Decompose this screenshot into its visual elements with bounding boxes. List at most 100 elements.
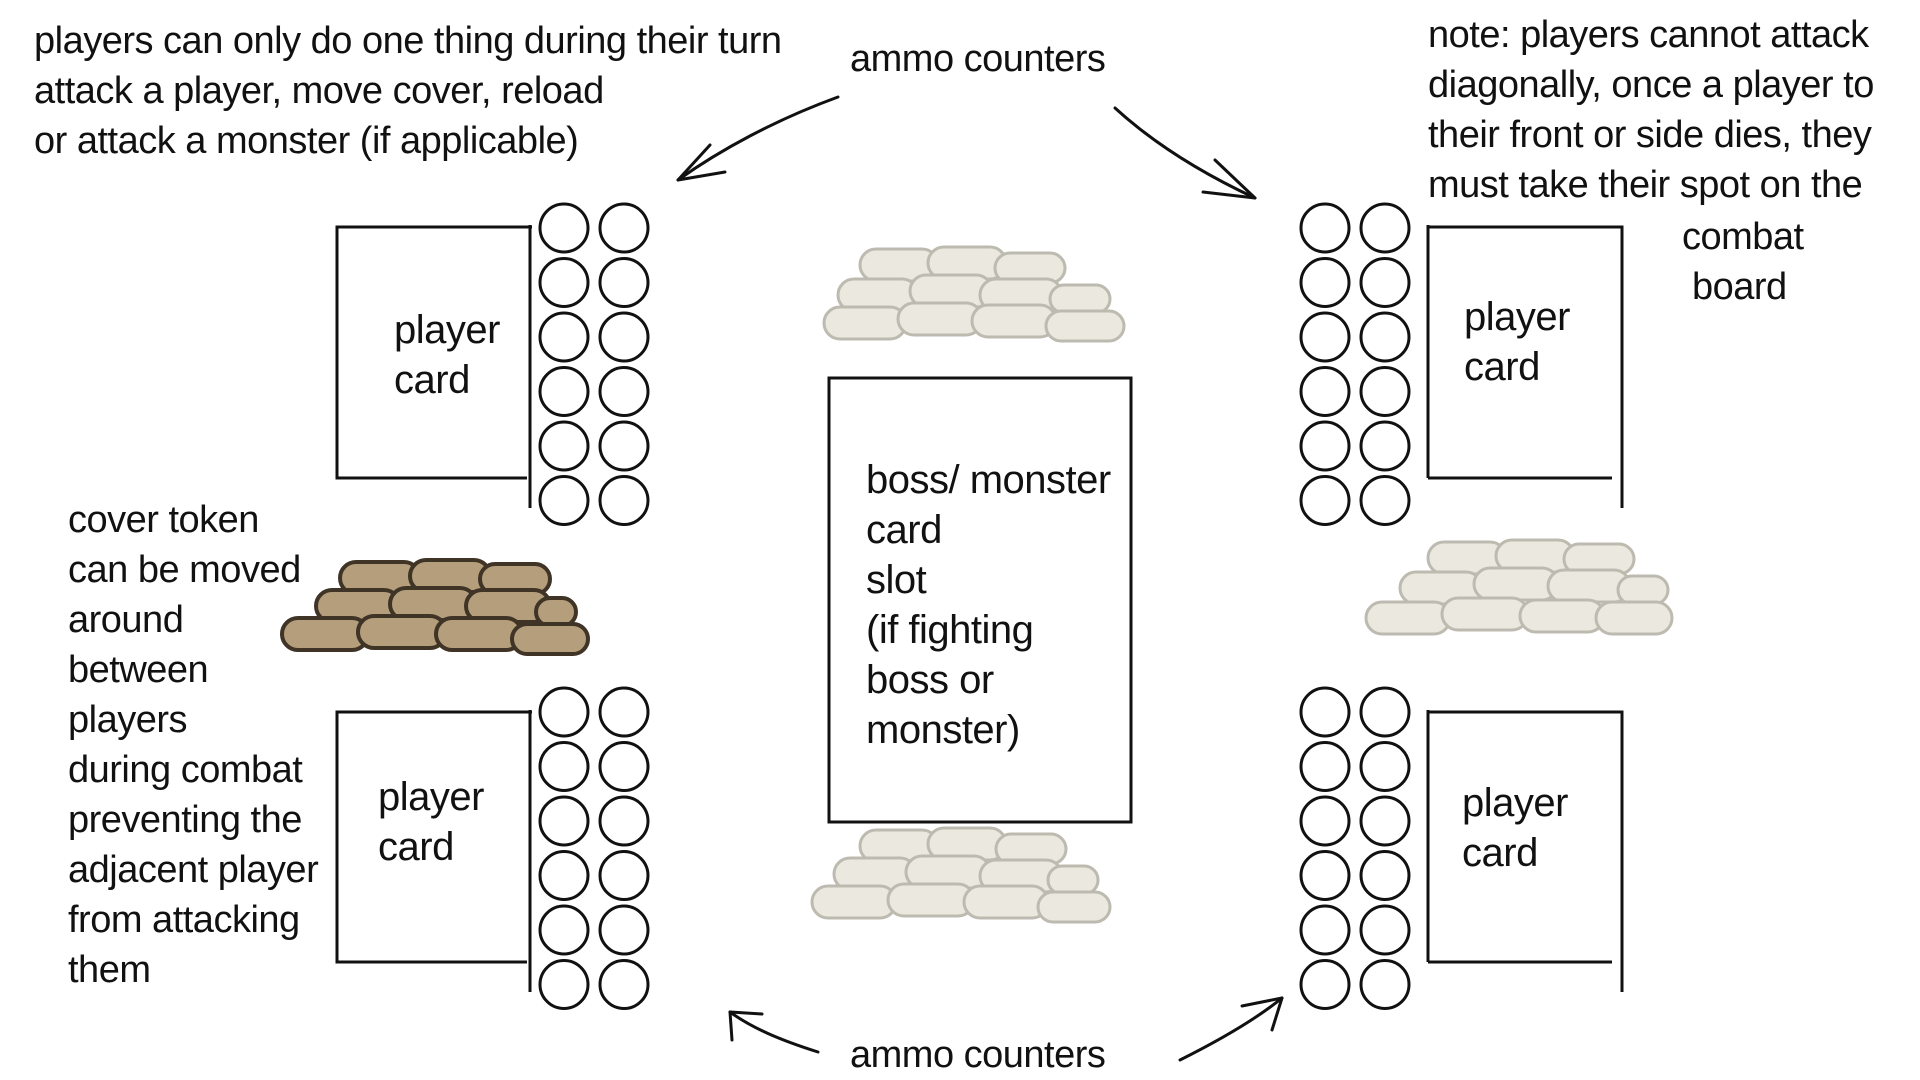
note-text-tail: combat board [1682, 212, 1804, 312]
note-line: board [1692, 266, 1787, 308]
ammo-counter-circle [538, 850, 590, 901]
ammo-counter-circle [1359, 311, 1411, 363]
card-label-line: player [378, 775, 484, 819]
ammo-counters-label-top: ammo counters [850, 38, 1106, 80]
ammo-counter-circle [1359, 366, 1411, 417]
boss-label-line: slot [866, 558, 927, 602]
card-label-line: card [1462, 831, 1538, 875]
arrow-icon-bottom-left [728, 1010, 820, 1054]
cover-line: during combat [68, 749, 303, 791]
ammo-counter-circle [1359, 959, 1411, 1010]
card-label-line: card [378, 825, 454, 869]
cover-line: cover token [68, 499, 259, 541]
ammo-counters-bottom-left [538, 686, 650, 1010]
ammo-counter-circle [1299, 420, 1351, 472]
note-line: note: players cannot attack [1428, 14, 1869, 56]
note-line: diagonally, once a player to [1428, 64, 1874, 106]
ammo-counter-circle [1359, 420, 1411, 472]
ammo-counter-circle [538, 202, 590, 254]
card-label-line: card [1464, 345, 1540, 389]
boss-label-line: monster) [866, 708, 1020, 752]
rules-text: players can only do one thing during the… [34, 16, 782, 166]
boss-label-line: boss/ monster [866, 458, 1111, 502]
player-card-top-right-label: player card [1464, 292, 1570, 392]
player-card-frame-top-left [335, 225, 532, 508]
sandbag-cover-icon-top-center [822, 245, 1126, 343]
arrow-icon-top-left [676, 95, 840, 182]
ammo-counter-circle [598, 686, 650, 738]
note-line: combat [1682, 216, 1804, 258]
boss-card-slot-frame [827, 376, 1133, 824]
ammo-counter-circle [598, 959, 650, 1010]
card-label-line: player [1464, 295, 1570, 339]
ammo-counter-circle [1299, 366, 1351, 417]
ammo-counters-top-left [538, 202, 650, 526]
cover-line: between [68, 649, 209, 691]
cover-token-text: cover token can be moved around between … [68, 495, 319, 995]
card-label-line: card [394, 358, 470, 402]
cover-line: from attacking [68, 899, 300, 941]
ammo-counter-circle [598, 850, 650, 901]
ammo-counter-circle [1359, 475, 1411, 526]
ammo-counters-top-right [1299, 202, 1411, 526]
ammo-counter-circle [1299, 475, 1351, 526]
player-card-bottom-right-label: player card [1462, 778, 1568, 878]
ammo-counter-circle [1299, 257, 1351, 308]
ammo-counter-circle [538, 475, 590, 526]
ammo-counter-circle [598, 904, 650, 956]
ammo-counter-circle [1299, 202, 1351, 254]
ammo-counter-circle [538, 420, 590, 472]
ammo-counter-circle [598, 366, 650, 417]
ammo-counter-circle [598, 741, 650, 792]
ammo-counter-circle [1299, 959, 1351, 1010]
card-label-line: player [394, 308, 500, 352]
ammo-counter-circle [1299, 850, 1351, 901]
ammo-counter-circle [1359, 257, 1411, 308]
player-card-top-left-label: player card [394, 305, 500, 405]
boss-label-line: (if fighting [866, 608, 1034, 652]
player-card-frame-bottom-left [335, 710, 532, 992]
rules-line: attack a player, move cover, reload [34, 70, 604, 112]
ammo-counter-circle [598, 420, 650, 472]
ammo-counter-circle [538, 795, 590, 847]
boss-card-slot-label: boss/ monster card slot (if fighting bos… [866, 455, 1111, 755]
ammo-counter-circle [1359, 202, 1411, 254]
cover-line: preventing the [68, 799, 302, 841]
ammo-counter-circle [538, 686, 590, 738]
ammo-counters-label-bottom: ammo counters [850, 1034, 1106, 1076]
ammo-counter-circle [538, 741, 590, 792]
ammo-counter-circle [1299, 795, 1351, 847]
sandbag-cover-icon-bottom-center [810, 826, 1112, 924]
cover-line: adjacent player [68, 849, 319, 891]
cover-line: can be moved [68, 549, 301, 591]
player-card-frame-top-right [1426, 225, 1624, 508]
note-line: their front or side dies, they [1428, 114, 1872, 156]
ammo-counter-circle [1299, 311, 1351, 363]
ammo-counters-bottom-right [1299, 686, 1411, 1010]
cover-line: players [68, 699, 188, 741]
ammo-counter-circle [1359, 686, 1411, 738]
boss-label-line: card [866, 508, 942, 552]
card-label-line: player [1462, 781, 1568, 825]
ammo-counter-circle [598, 202, 650, 254]
ammo-counter-circle [1359, 850, 1411, 901]
ammo-counter-circle [1359, 795, 1411, 847]
note-text: note: players cannot attack diagonally, … [1428, 10, 1874, 210]
ammo-counter-circle [538, 257, 590, 308]
ammo-counter-circle [1359, 904, 1411, 956]
ammo-counter-circle [1299, 741, 1351, 792]
boss-label-line: boss or [866, 658, 994, 702]
ammo-counter-circle [538, 311, 590, 363]
ammo-counter-circle [598, 475, 650, 526]
ammo-counter-circle [538, 959, 590, 1010]
ammo-counter-circle [598, 795, 650, 847]
ammo-counter-circle [1359, 741, 1411, 792]
ammo-counter-circle [538, 366, 590, 417]
ammo-counter-circle [598, 257, 650, 308]
arrow-icon-bottom-right [1178, 996, 1284, 1062]
rules-line: players can only do one thing during the… [34, 20, 782, 62]
sandbag-cover-icon-right [1364, 538, 1674, 636]
ammo-counter-circle [598, 311, 650, 363]
arrow-icon-top-right [1113, 106, 1257, 200]
